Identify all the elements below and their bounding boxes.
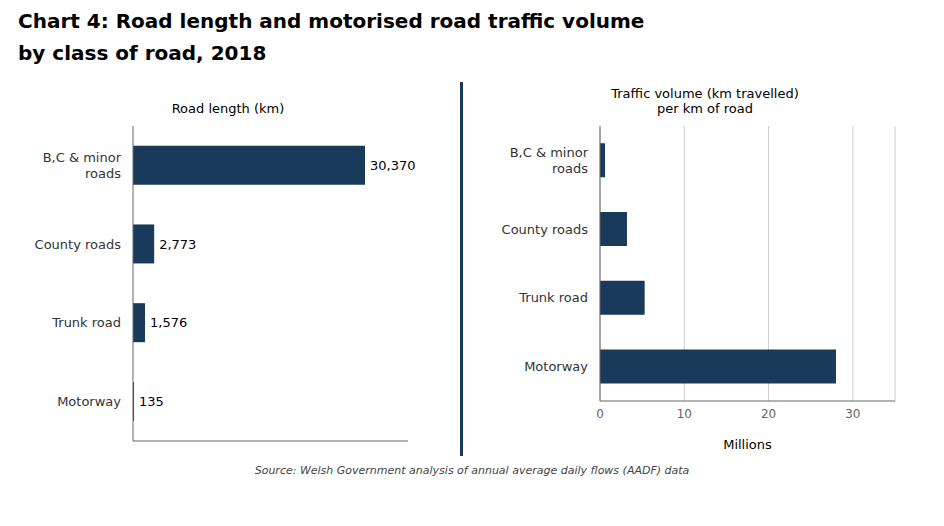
svg-text:20: 20 <box>761 407 776 421</box>
html-text:Road length (km): Road length (km) <box>171 101 285 116</box>
html-text:Traffic volume (km travelled): Traffic volume (km travelled) per km of … <box>611 86 799 116</box>
svg-text:Trunk road: Trunk road <box>51 315 121 330</box>
svg-text:Trunk road: Trunk road <box>518 290 588 305</box>
svg-text:B,C & minorroads: B,C & minorroads <box>510 145 589 176</box>
svg-text:30: 30 <box>845 407 860 421</box>
svg-text:Millions: Millions <box>723 437 772 452</box>
svg-text:Motorway: Motorway <box>524 359 588 374</box>
svg-text:B,C & minorroads: B,C & minorroads <box>43 150 122 181</box>
svg-text:0: 0 <box>596 407 604 421</box>
html-text:Source: Welsh Government analy: Source: Welsh Government analysis of ann… <box>254 464 690 477</box>
html-text:Chart 4: Road length and motor: Chart 4: Road length and motorised road … <box>18 9 645 33</box>
html-text:by class of road, 2018: by class of road, 2018 <box>18 41 267 65</box>
svg-text:Motorway: Motorway <box>57 394 121 409</box>
svg-text:135: 135 <box>139 394 164 409</box>
svg-text:10: 10 <box>677 407 692 421</box>
svg-text:2,773: 2,773 <box>159 237 196 252</box>
svg-text:1,576: 1,576 <box>150 315 187 330</box>
svg-text:County roads: County roads <box>35 237 122 252</box>
svg-text:30,370: 30,370 <box>370 158 416 173</box>
svg-text:County roads: County roads <box>502 222 589 237</box>
